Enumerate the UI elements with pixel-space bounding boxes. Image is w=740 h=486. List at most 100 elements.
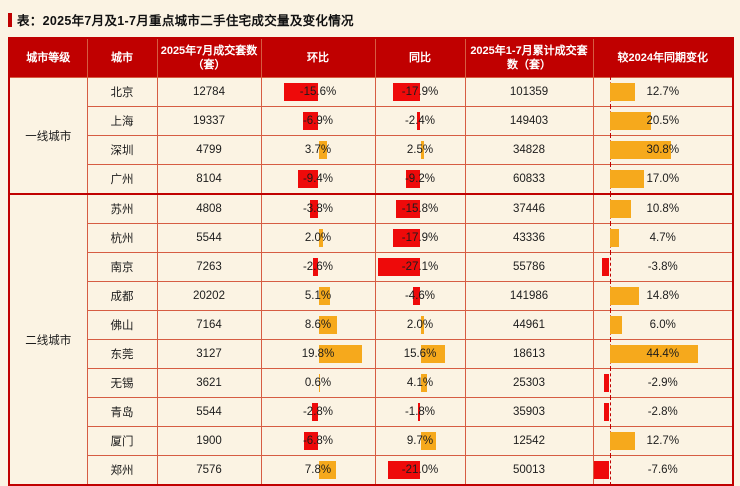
vs-2024-bar (609, 316, 622, 334)
mom-bar (303, 432, 319, 450)
yoy-value: 4.1% (406, 377, 434, 389)
col-header-jul-sales: 2025年7月成交套数（套） (156, 37, 262, 78)
mom-cell: 2.0% (260, 223, 376, 253)
cum-sales-value: 50013 (464, 455, 594, 486)
col-header-mom: 环比 (260, 37, 376, 78)
mom-value: -9.4% (302, 173, 334, 185)
mom-bar (318, 287, 330, 305)
vs-2024-value: -7.6% (647, 464, 678, 476)
city-name: 成都 (86, 281, 158, 311)
vs-2024-cell: 6.0% (592, 310, 734, 340)
yoy-bar (396, 200, 421, 218)
mom-cell: 19.8% (260, 339, 376, 369)
table-row: 广州 8104 -9.4% -9.2% 60833 17.0% (9, 164, 734, 195)
cum-sales-value: 35903 (464, 397, 594, 427)
mom-value: 0.6% (304, 377, 332, 389)
yoy-cell: 2.5% (374, 135, 466, 165)
cum-sales-value: 55786 (464, 252, 594, 282)
mom-bar (318, 461, 336, 479)
yoy-value: 15.6% (403, 348, 437, 360)
table-row: 杭州 5544 2.0% -17.9% 43336 4.7% (9, 223, 734, 253)
mom-bar (284, 83, 319, 101)
mom-value: -2.6% (302, 261, 334, 273)
yoy-bar (420, 141, 425, 159)
mom-cell: 5.1% (260, 281, 376, 311)
yoy-value: 2.5% (406, 144, 434, 156)
cum-sales-value: 25303 (464, 368, 594, 398)
vs-2024-bar (609, 229, 619, 247)
yoy-cell: 15.6% (374, 339, 466, 369)
vs-2024-cell: -3.8% (592, 252, 734, 282)
mom-bar (297, 170, 319, 188)
cum-sales-value: 18613 (464, 339, 594, 369)
data-table: 城市等级 城市 2025年7月成交套数（套） 环比 同比 2025年1-7月累计… (8, 37, 734, 486)
vs-2024-value: 30.8% (646, 144, 680, 156)
yoy-cell: -21.0% (374, 455, 466, 486)
yoy-bar (387, 461, 421, 479)
yoy-value: -9.2% (404, 173, 436, 185)
jul-sales-value: 7164 (156, 310, 262, 340)
table-row: 上海 19337 -6.9% -2.4% 149403 20.5% (9, 106, 734, 136)
mom-cell: -2.8% (260, 397, 376, 427)
mom-cell: -3.8% (260, 193, 376, 224)
yoy-value: 9.7% (406, 435, 434, 447)
vs-2024-cell: 17.0% (592, 164, 734, 195)
vs-2024-bar (603, 403, 610, 421)
yoy-bar (420, 316, 424, 334)
yoy-value: 2.0% (406, 319, 434, 331)
yoy-cell: 9.7% (374, 426, 466, 456)
mom-value: 7.8% (304, 464, 332, 476)
table-row: 厦门 1900 -6.8% 9.7% 12542 12.7% (9, 426, 734, 456)
vs-2024-bar (609, 200, 632, 218)
vs-2024-value: 20.5% (646, 115, 680, 127)
jul-sales-value: 1900 (156, 426, 262, 456)
mom-value: -2.8% (302, 406, 334, 418)
cum-sales-value: 141986 (464, 281, 594, 311)
tier-label: 一线城市 (8, 77, 88, 195)
jul-sales-value: 7263 (156, 252, 262, 282)
cum-sales-value: 34828 (464, 135, 594, 165)
vs-2024-bar (609, 287, 640, 305)
vs-2024-value: 6.0% (649, 319, 676, 331)
col-header-yoy: 同比 (374, 37, 466, 78)
city-name: 佛山 (86, 310, 158, 340)
jul-sales-value: 20202 (156, 281, 262, 311)
vs-2024-cell: 12.7% (592, 77, 734, 107)
city-name: 无锡 (86, 368, 158, 398)
mom-cell: -6.9% (260, 106, 376, 136)
yoy-bar (420, 432, 436, 450)
vs-2024-cell: 44.4% (592, 339, 734, 369)
header-row: 城市等级 城市 2025年7月成交套数（套） 环比 同比 2025年1-7月累计… (8, 37, 734, 78)
vs-2024-value: 12.7% (646, 86, 680, 98)
cum-sales-value: 12542 (464, 426, 594, 456)
cum-sales-value: 37446 (464, 193, 594, 224)
vs-2024-bar (609, 83, 635, 101)
vs-2024-bar (594, 461, 610, 479)
mom-cell: -15.6% (260, 77, 376, 107)
mom-bar (318, 316, 338, 334)
yoy-value: -17.9% (401, 86, 439, 98)
mom-value: -6.8% (302, 435, 334, 447)
mom-value: 2.0% (304, 232, 332, 244)
jul-sales-value: 5544 (156, 223, 262, 253)
col-header-city: 城市 (86, 37, 158, 78)
mom-cell: -6.8% (260, 426, 376, 456)
vs-2024-cell: -2.9% (592, 368, 734, 398)
vs-2024-cell: 10.8% (592, 193, 734, 224)
zero-axis-line (609, 397, 611, 427)
mom-value: 19.8% (301, 348, 335, 360)
vs-2024-bar (601, 258, 610, 276)
yoy-cell: -1.8% (374, 397, 466, 427)
cum-sales-value: 149403 (464, 106, 594, 136)
mom-value: -15.6% (299, 86, 337, 98)
city-name: 深圳 (86, 135, 158, 165)
city-name: 苏州 (86, 193, 158, 224)
table-body: 一线城市 北京 12784 -15.6% -17.9% 101359 12.7% 上海 1933… (8, 77, 734, 486)
city-name: 北京 (86, 77, 158, 107)
city-name: 厦门 (86, 426, 158, 456)
mom-bar (318, 141, 327, 159)
table-row: 南京 7263 -2.6% -27.1% 55786 -3.8% (9, 252, 734, 282)
vs-2024-value: 4.7% (649, 232, 676, 244)
mom-value: -6.9% (302, 115, 334, 127)
yoy-cell: -2.4% (374, 106, 466, 136)
